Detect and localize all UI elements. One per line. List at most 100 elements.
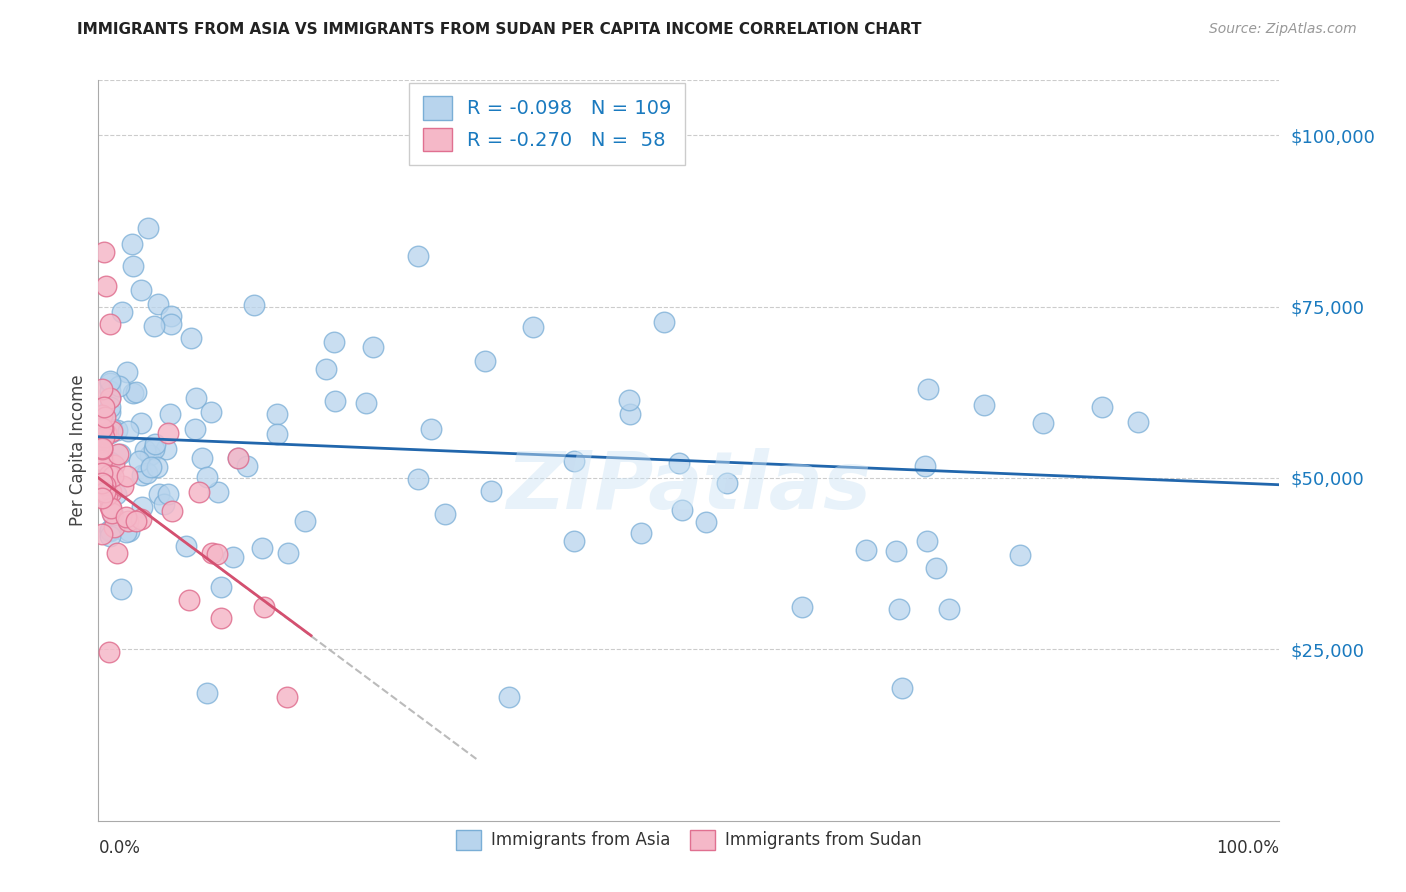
Immigrants from Asia xyxy=(619,407,641,421)
Immigrants from Asia xyxy=(98,473,121,487)
Immigrants from Sudan xyxy=(156,425,179,440)
Immigrants from Asia xyxy=(294,514,316,528)
Immigrants from Sudan xyxy=(91,421,114,435)
Immigrants from Sudan xyxy=(276,690,298,705)
Immigrants from Asia xyxy=(695,515,717,529)
Immigrants from Asia xyxy=(146,297,169,311)
Immigrants from Sudan xyxy=(100,484,122,499)
Immigrants from Asia xyxy=(108,379,131,393)
Immigrants from Sudan xyxy=(188,485,211,500)
Immigrants from Sudan xyxy=(103,458,125,473)
Immigrants from Sudan xyxy=(91,527,114,541)
Immigrants from Asia xyxy=(98,376,121,391)
Immigrants from Sudan xyxy=(91,442,114,456)
Immigrants from Sudan xyxy=(226,451,249,466)
Immigrants from Asia xyxy=(914,458,936,473)
Immigrants from Asia xyxy=(98,374,121,388)
Immigrants from Asia xyxy=(118,524,141,538)
Immigrants from Asia xyxy=(235,458,257,473)
Immigrants from Sudan xyxy=(96,485,118,500)
Immigrants from Sudan xyxy=(101,424,124,438)
Text: IMMIGRANTS FROM ASIA VS IMMIGRANTS FROM SUDAN PER CAPITA INCOME CORRELATION CHAR: IMMIGRANTS FROM ASIA VS IMMIGRANTS FROM … xyxy=(77,22,922,37)
Immigrants from Asia xyxy=(129,283,152,297)
Immigrants from Asia xyxy=(889,602,911,616)
Immigrants from Asia xyxy=(160,317,183,331)
Immigrants from Asia xyxy=(110,582,132,596)
Immigrants from Asia xyxy=(406,249,429,263)
Immigrants from Sudan xyxy=(91,422,114,436)
Immigrants from Asia xyxy=(184,422,207,436)
Immigrants from Asia xyxy=(917,382,939,396)
Immigrants from Asia xyxy=(226,451,249,466)
Immigrants from Asia xyxy=(266,407,288,421)
Immigrants from Asia xyxy=(277,545,299,559)
Immigrants from Asia xyxy=(131,500,153,514)
Immigrants from Asia xyxy=(671,503,693,517)
Immigrants from Asia xyxy=(98,405,121,419)
Immigrants from Asia xyxy=(143,436,166,450)
Immigrants from Asia xyxy=(101,422,124,436)
Immigrants from Sudan xyxy=(93,430,115,444)
Immigrants from Sudan xyxy=(98,468,121,483)
Immigrants from Asia xyxy=(117,424,139,438)
Immigrants from Asia xyxy=(195,686,218,700)
Immigrants from Asia xyxy=(522,320,544,334)
Immigrants from Asia xyxy=(562,454,585,468)
Immigrants from Sudan xyxy=(209,610,232,624)
Immigrants from Sudan xyxy=(205,547,228,561)
Immigrants from Sudan xyxy=(117,514,139,528)
Legend: Immigrants from Asia, Immigrants from Sudan: Immigrants from Asia, Immigrants from Su… xyxy=(450,823,928,856)
Immigrants from Sudan xyxy=(107,447,129,461)
Immigrants from Asia xyxy=(131,467,153,482)
Immigrants from Asia xyxy=(474,354,496,368)
Immigrants from Asia xyxy=(617,392,640,407)
Immigrants from Asia xyxy=(200,405,222,419)
Immigrants from Asia xyxy=(323,393,346,408)
Immigrants from Sudan xyxy=(115,510,138,524)
Immigrants from Asia xyxy=(973,398,995,412)
Immigrants from Asia xyxy=(209,580,232,594)
Immigrants from Sudan xyxy=(125,514,148,528)
Immigrants from Asia xyxy=(121,259,143,273)
Immigrants from Sudan xyxy=(96,488,118,502)
Immigrants from Sudan xyxy=(98,392,121,406)
Immigrants from Asia xyxy=(104,487,127,501)
Immigrants from Sudan xyxy=(91,382,114,396)
Immigrants from Asia xyxy=(354,396,377,410)
Immigrants from Sudan xyxy=(94,279,117,293)
Immigrants from Sudan xyxy=(93,454,115,468)
Immigrants from Asia xyxy=(420,422,443,436)
Immigrants from Asia xyxy=(243,298,266,312)
Immigrants from Asia xyxy=(1032,416,1054,430)
Immigrants from Asia xyxy=(128,453,150,467)
Immigrants from Asia xyxy=(890,681,912,695)
Immigrants from Sudan xyxy=(94,410,117,425)
Immigrants from Asia xyxy=(125,385,148,400)
Immigrants from Asia xyxy=(323,335,346,350)
Immigrants from Sudan xyxy=(98,317,121,331)
Immigrants from Asia xyxy=(98,401,121,415)
Immigrants from Asia xyxy=(925,560,948,574)
Immigrants from Asia xyxy=(108,447,131,461)
Immigrants from Sudan xyxy=(91,475,114,490)
Text: 0.0%: 0.0% xyxy=(98,839,141,857)
Immigrants from Asia xyxy=(139,448,162,462)
Immigrants from Asia xyxy=(121,237,143,252)
Immigrants from Sudan xyxy=(91,475,114,490)
Immigrants from Asia xyxy=(114,524,136,539)
Immigrants from Asia xyxy=(498,690,520,705)
Immigrants from Sudan xyxy=(93,244,115,259)
Immigrants from Sudan xyxy=(253,600,276,615)
Immigrants from Asia xyxy=(139,460,162,475)
Immigrants from Sudan xyxy=(98,645,121,659)
Immigrants from Asia xyxy=(153,497,176,511)
Immigrants from Asia xyxy=(884,543,907,558)
Immigrants from Asia xyxy=(98,524,121,538)
Immigrants from Asia xyxy=(129,417,152,431)
Immigrants from Asia xyxy=(406,472,429,486)
Immigrants from Sudan xyxy=(91,447,114,461)
Immigrants from Asia xyxy=(145,460,167,475)
Immigrants from Sudan xyxy=(103,469,125,483)
Immigrants from Asia xyxy=(98,529,121,543)
Immigrants from Asia xyxy=(191,450,214,465)
